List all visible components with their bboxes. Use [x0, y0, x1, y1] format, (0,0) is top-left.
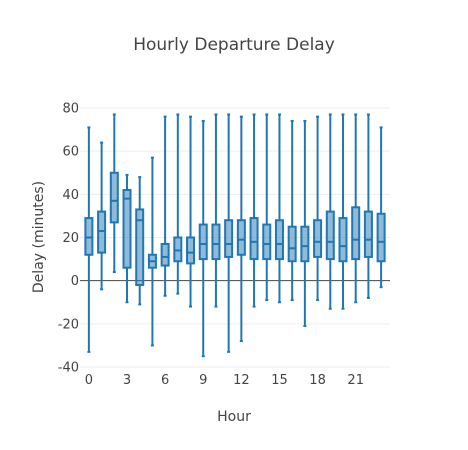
iqr-box: [211, 223, 221, 261]
box-hour-22: [363, 113, 373, 299]
boxes: [84, 113, 386, 358]
y-tick-label: -40: [58, 361, 79, 376]
iqr-box: [198, 223, 208, 261]
box-hour-19: [325, 113, 335, 310]
iqr-box: [262, 223, 272, 261]
iqr-box: [186, 236, 196, 265]
x-tick-label: 6: [161, 373, 169, 388]
iqr-box: [325, 210, 335, 261]
iqr-box: [287, 225, 297, 263]
box-hour-16: [287, 119, 297, 302]
x-tick-label: 12: [233, 373, 250, 388]
iqr-box: [376, 212, 386, 263]
box-hour-17: [300, 119, 310, 327]
gridlines: [80, 107, 390, 368]
box-hour-4: [135, 176, 145, 306]
iqr-box: [338, 217, 348, 263]
box-hour-6: [160, 115, 170, 297]
iqr-box: [109, 171, 119, 224]
x-tick-label: 21: [347, 373, 364, 388]
box-hour-2: [109, 113, 119, 274]
box-hour-23: [376, 126, 386, 289]
box-hour-13: [249, 113, 259, 308]
y-axis-title: Delay (minutes): [31, 181, 47, 293]
iqr-box: [274, 219, 284, 261]
box-hour-12: [236, 115, 246, 343]
box-hour-0: [84, 126, 94, 353]
x-tick-label: 3: [123, 373, 131, 388]
iqr-box: [122, 189, 132, 269]
chart-title: Hourly Departure Delay: [133, 35, 335, 55]
box-hour-14: [262, 113, 272, 302]
box-hour-8: [186, 115, 196, 308]
y-tick-label: -20: [58, 317, 79, 332]
box-hour-21: [351, 113, 361, 304]
iqr-box: [363, 210, 373, 258]
x-tick-label: 15: [271, 373, 288, 388]
iqr-box: [160, 242, 170, 267]
iqr-box: [135, 208, 145, 286]
box-hour-5: [147, 156, 157, 347]
x-tick-label: 18: [309, 373, 326, 388]
box-hour-10: [211, 113, 221, 308]
x-tick-label: 0: [85, 373, 93, 388]
iqr-box: [300, 225, 310, 263]
iqr-box: [97, 210, 107, 254]
x-axis-title: Hour: [217, 409, 251, 425]
box-hour-18: [313, 115, 323, 302]
iqr-box: [236, 219, 246, 256]
box-hour-11: [224, 113, 234, 353]
y-tick-label: 60: [62, 145, 79, 160]
box-hour-1: [97, 141, 107, 291]
iqr-box: [351, 206, 361, 261]
iqr-box: [84, 217, 94, 256]
y-axis-ticks: -40 -20 0 20 40 60 80: [58, 102, 79, 376]
y-tick-label: 40: [62, 188, 79, 203]
box-hour-7: [173, 113, 183, 295]
x-axis-ticks: 0 3 6 9 12 15 18 21: [85, 373, 364, 388]
iqr-box: [249, 217, 259, 261]
iqr-box: [224, 219, 234, 258]
y-tick-label: 20: [62, 231, 79, 246]
y-tick-label: 80: [62, 102, 79, 117]
box-hour-20: [338, 113, 348, 310]
iqr-box: [313, 219, 323, 258]
box-hour-3: [122, 173, 132, 304]
box-hour-9: [198, 119, 208, 358]
box-hour-15: [274, 113, 284, 304]
y-tick-label: 0: [71, 274, 79, 289]
iqr-box: [173, 236, 183, 263]
x-tick-label: 9: [199, 373, 207, 388]
